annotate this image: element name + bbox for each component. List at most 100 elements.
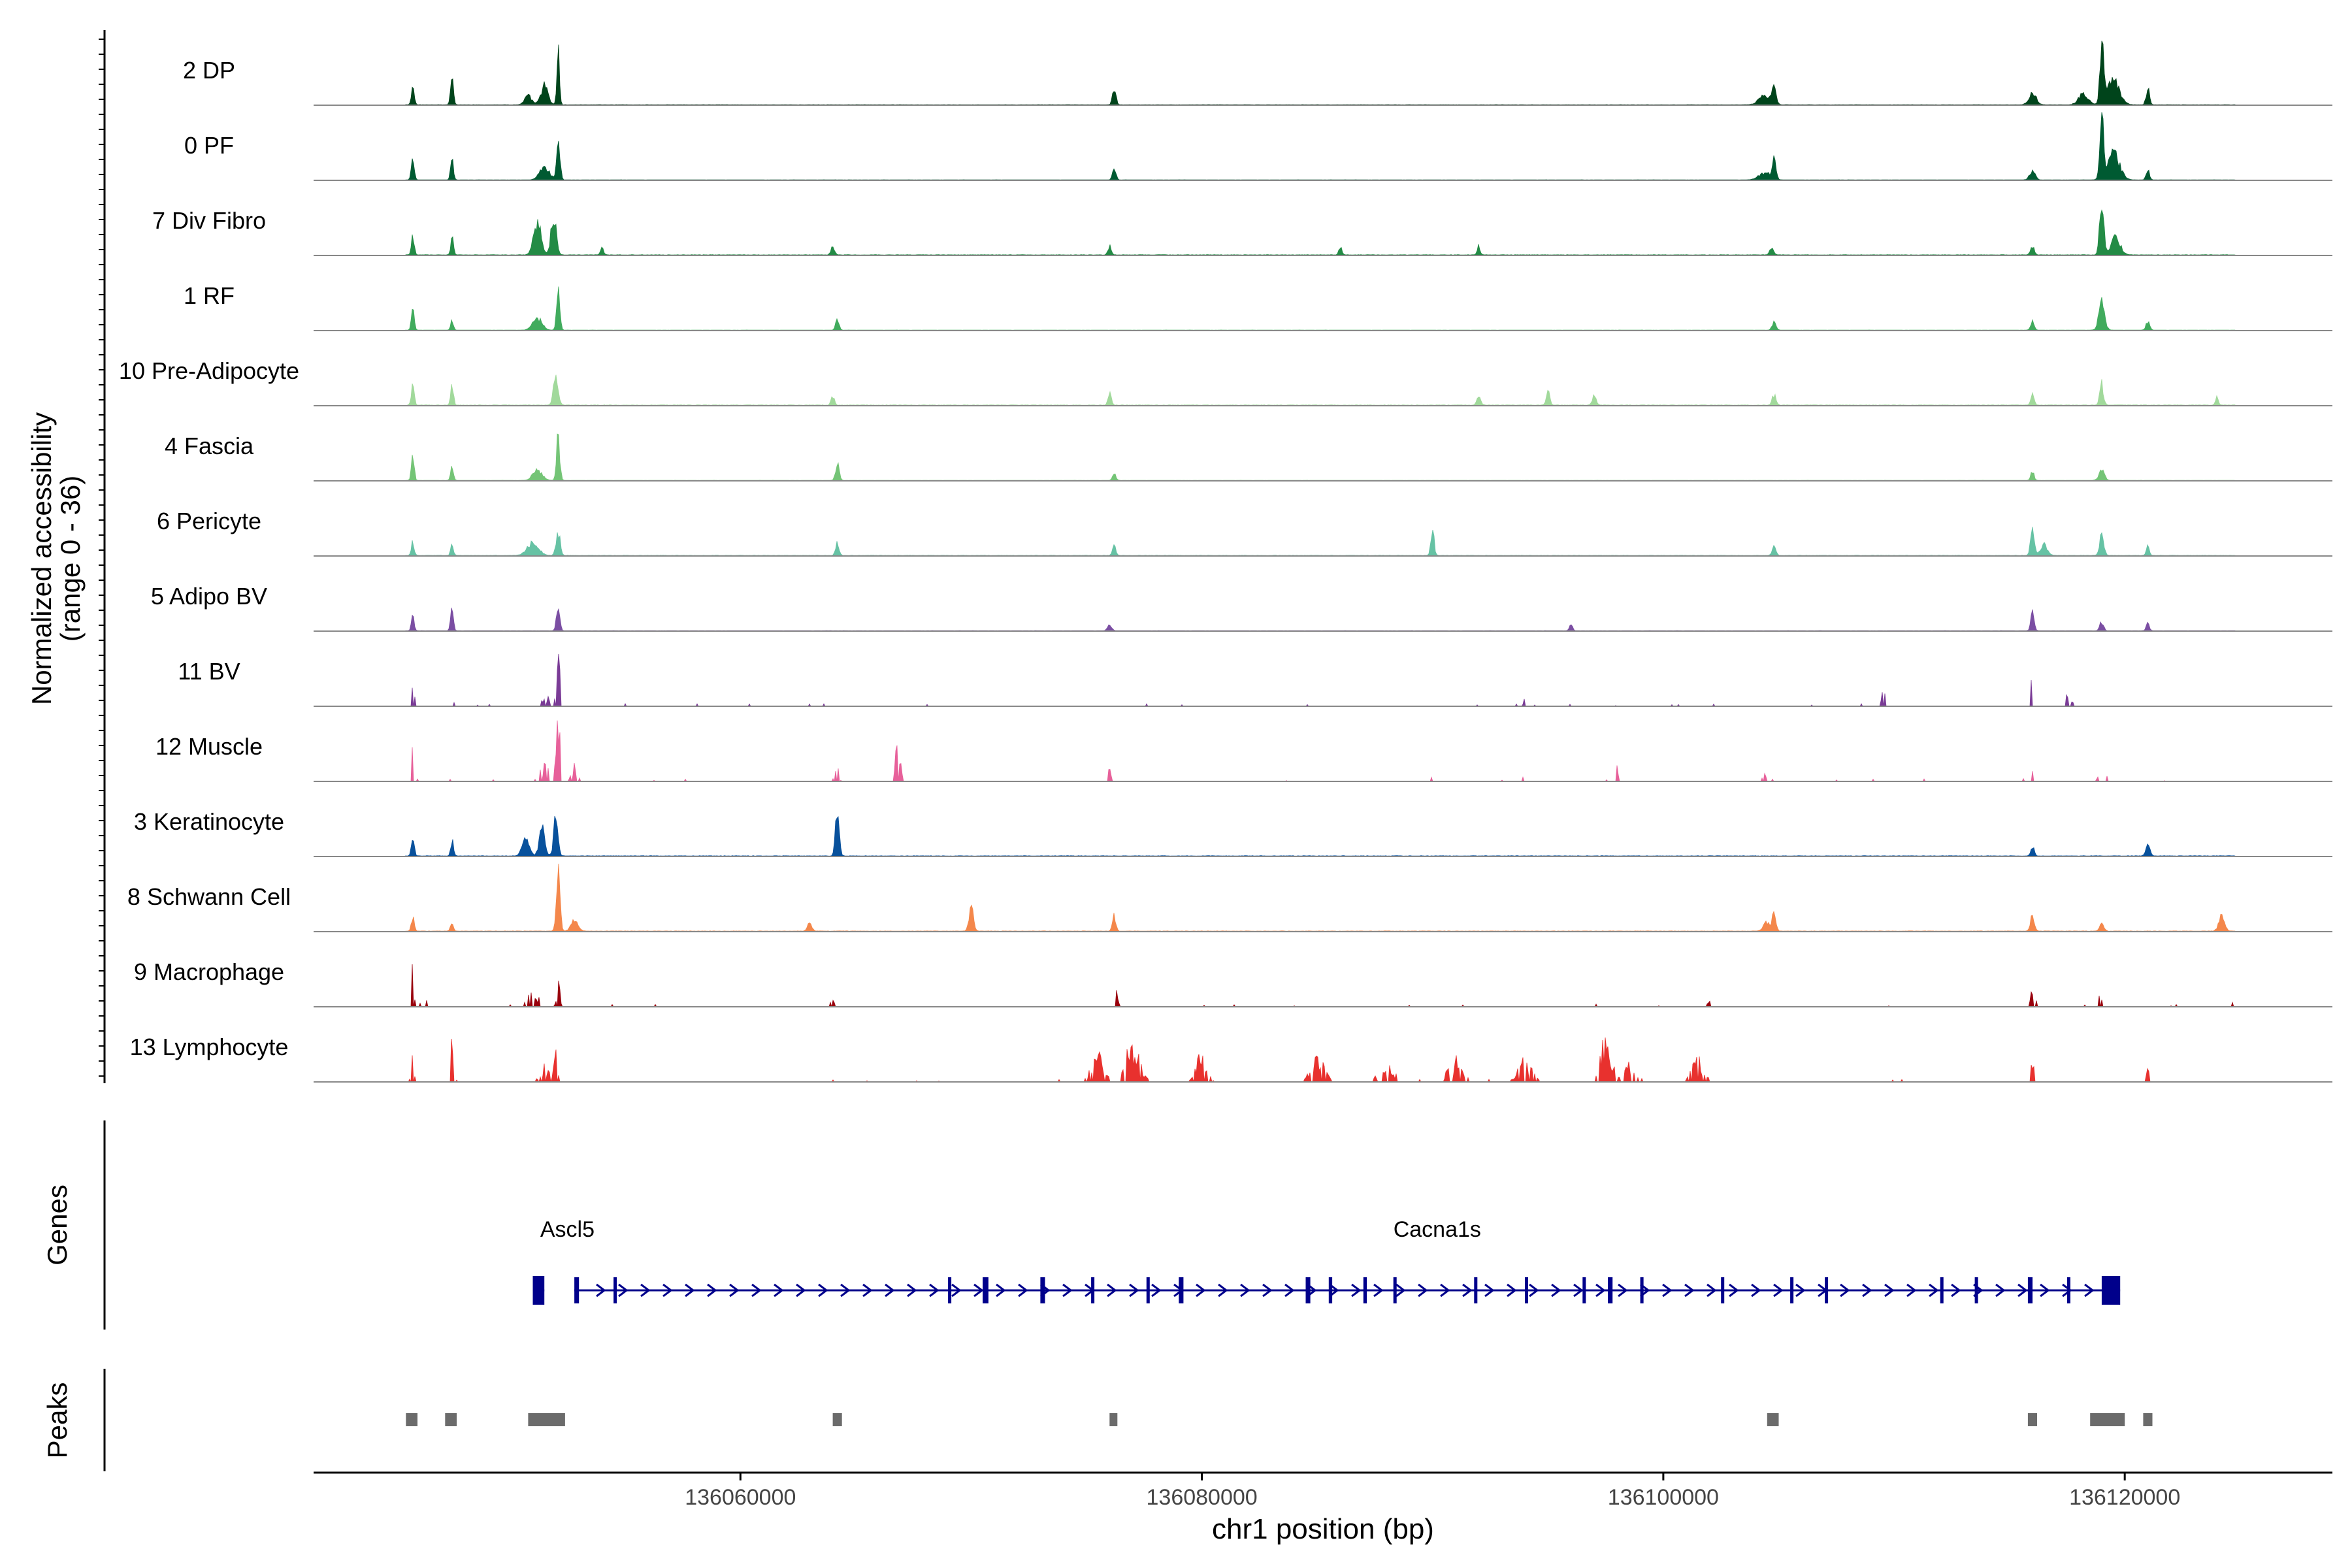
- coverage-track: 1 RF: [184, 282, 2332, 331]
- strand-arrow: [685, 1283, 695, 1298]
- track-label: 9 Macrophage: [134, 958, 284, 985]
- track-label: 2 DP: [183, 57, 235, 84]
- peak-region: [1767, 1413, 1779, 1426]
- track-label: 4 Fascia: [165, 433, 254, 459]
- coverage-track: 6 Pericyte: [157, 508, 2332, 557]
- strand-arrow: [1595, 1283, 1606, 1298]
- coverage-track: 4 Fascia: [165, 433, 2332, 482]
- track-label: 6 Pericyte: [157, 508, 261, 534]
- strand-arrow: [1240, 1283, 1250, 1298]
- gene-label: Ascl5: [540, 1217, 595, 1242]
- coverage-area: [406, 1037, 2236, 1083]
- exon-block: [1582, 1277, 1586, 1303]
- exon-block: [574, 1277, 580, 1303]
- gene-track: Ascl5 Cacna1s: [532, 1217, 2121, 1305]
- exon-block: [1608, 1277, 1613, 1303]
- exon-block: [1393, 1277, 1397, 1303]
- exon-block: [2101, 1276, 2121, 1305]
- strand-arrow: [1196, 1283, 1206, 1298]
- coverage-area: [405, 112, 2236, 181]
- strand-arrow: [1418, 1283, 1428, 1298]
- coverage-area: [405, 608, 2236, 632]
- peak-region: [832, 1413, 842, 1426]
- strand-arrow: [2062, 1283, 2072, 1298]
- coverage-track: 7 Div Fibro: [152, 207, 2332, 256]
- exon-block: [1721, 1277, 1725, 1303]
- strand-arrow: [1884, 1283, 1895, 1298]
- strand-arrow: [1062, 1283, 1073, 1298]
- strand-arrow: [1951, 1283, 1961, 1298]
- strand-arrow: [1129, 1283, 1139, 1298]
- peak-region: [1109, 1413, 1118, 1426]
- gene-label: Cacna1s: [1394, 1217, 1481, 1242]
- strand-arrow: [751, 1283, 762, 1298]
- y-axis-range: (range 0 - 36): [55, 476, 86, 642]
- track-label: 13 Lymphocyte: [130, 1034, 289, 1060]
- peak-region: [528, 1413, 565, 1426]
- strand-arrow: [1462, 1283, 1473, 1298]
- strand-arrow: [1662, 1283, 1673, 1298]
- exon-block: [948, 1277, 952, 1303]
- coverage-track: 11 BV: [178, 653, 2332, 707]
- strand-arrow: [1396, 1283, 1406, 1298]
- strand-arrow: [1751, 1283, 1761, 1298]
- strand-arrow: [2084, 1283, 2095, 1298]
- strand-arrow: [1218, 1283, 1228, 1298]
- strand-arrow: [707, 1283, 717, 1298]
- coverage-area: [405, 433, 2236, 482]
- coverage-area: [406, 653, 2236, 707]
- strand-arrow: [796, 1283, 806, 1298]
- gene-model: Cacna1s: [574, 1217, 2121, 1305]
- x-tick-label: 136120000: [2069, 1485, 2180, 1510]
- strand-arrow: [1795, 1283, 1806, 1298]
- exon-block: [1328, 1277, 1333, 1303]
- peak-region: [445, 1413, 457, 1426]
- peaks-panel-label: Peaks: [42, 1382, 73, 1459]
- exon-block: [1640, 1277, 1644, 1303]
- strand-arrow: [907, 1283, 917, 1298]
- coverage-area: [405, 286, 2236, 331]
- track-label: 8 Schwann Cell: [127, 883, 291, 910]
- strand-arrow: [1284, 1283, 1295, 1298]
- exon-block: [1040, 1277, 1045, 1303]
- coverage-track: 9 Macrophage: [134, 958, 2332, 1007]
- exon-block: [532, 1276, 545, 1305]
- x-axis-ticks: 136060000 136080000 136100000 136120000: [685, 1473, 2180, 1510]
- strand-arrow: [1773, 1283, 1784, 1298]
- track-label: 11 BV: [178, 658, 240, 685]
- strand-arrow: [1262, 1283, 1273, 1298]
- strand-arrow: [1995, 1283, 2006, 1298]
- strand-arrow: [1529, 1283, 1539, 1298]
- strand-arrow: [1840, 1283, 1850, 1298]
- exon-block: [2027, 1277, 2033, 1303]
- exon-block: [983, 1277, 988, 1303]
- track-label: 1 RF: [184, 282, 235, 309]
- strand-arrow: [1507, 1283, 1517, 1298]
- coverage-area: [406, 720, 2236, 783]
- coverage-area: [405, 374, 2236, 406]
- exon-block: [1790, 1277, 1794, 1303]
- exon-block: [1474, 1277, 1478, 1303]
- exon-block: [1825, 1277, 1829, 1303]
- coverage-track: 8 Schwann Cell: [127, 863, 2332, 932]
- coverage-tracks: 2 DP 0 PF 7 Div Fibro 1 RF 10 Pre-Adipocyte 4…: [119, 41, 2332, 1083]
- strand-arrow: [1373, 1283, 1384, 1298]
- coverage-area: [405, 209, 2236, 256]
- coverage-track: 5 Adipo BV: [151, 583, 2332, 632]
- exon-block: [1525, 1277, 1528, 1303]
- x-axis-title: chr1 position (bp): [1212, 1513, 1434, 1545]
- exon-block: [1146, 1277, 1150, 1303]
- strand-arrow: [1573, 1283, 1584, 1298]
- strand-arrow: [1484, 1283, 1495, 1298]
- strand-arrow: [729, 1283, 740, 1298]
- strand-arrow: [1618, 1283, 1628, 1298]
- exon-block: [1363, 1277, 1367, 1303]
- exon-block: [613, 1277, 617, 1303]
- peaks-track: [406, 1413, 2153, 1426]
- track-label: 10 Pre-Adipocyte: [119, 357, 299, 384]
- exon-block: [1940, 1277, 1944, 1303]
- strand-arrow: [1440, 1283, 1450, 1298]
- strand-arrow: [1862, 1283, 1872, 1298]
- coverage-track: 2 DP: [183, 41, 2332, 106]
- strand-arrow: [1151, 1283, 1162, 1298]
